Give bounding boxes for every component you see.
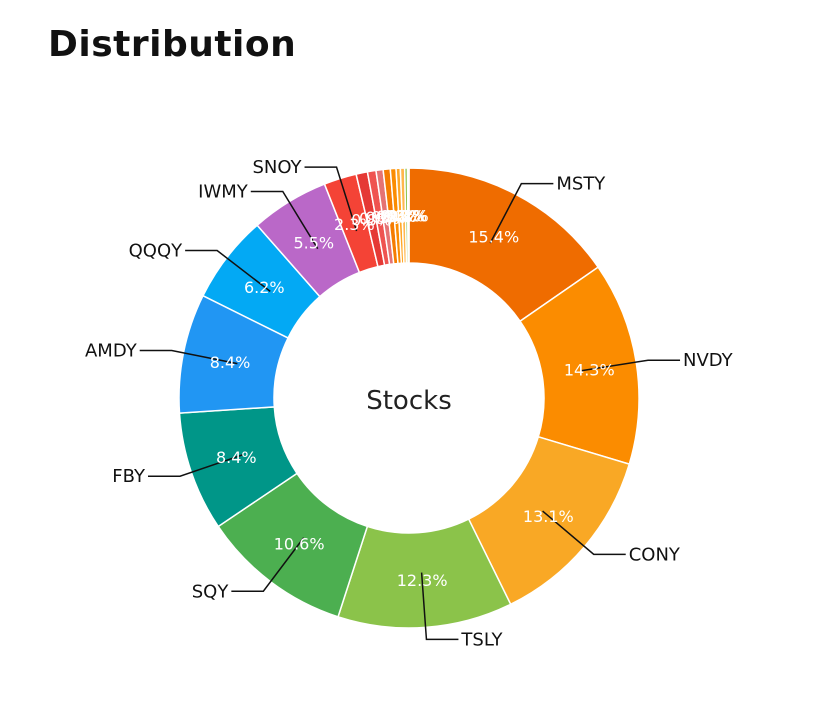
slice-name-tsly: TSLY <box>460 629 503 650</box>
leader-line-tsly <box>420 572 459 641</box>
slice-percent-small-11: 0.6% <box>359 209 400 228</box>
slice-name-nvdy: NVDY <box>683 350 734 371</box>
leader-line-nvdy <box>581 359 681 372</box>
slice-small-18[interactable] <box>406 167 410 264</box>
slice-percent-small-14: 0.4% <box>376 207 417 226</box>
slice-percent-msty: 15.4% <box>468 227 519 246</box>
leader-line-amdy <box>139 349 238 365</box>
slice-percent-tsly: 12.3% <box>397 571 448 590</box>
slice-name-cony: CONY <box>629 544 681 565</box>
leader-line-msty <box>489 182 554 244</box>
slice-percent-small-17: 0.2% <box>386 207 427 226</box>
slice-name-sqy: SQY <box>192 581 230 602</box>
leader-line-fby <box>147 453 244 477</box>
slice-percent-small-10: 0.8% <box>351 210 392 229</box>
slices-layer <box>178 167 640 629</box>
leader-line-snoy <box>304 166 358 232</box>
slice-percent-small-12: 0.5% <box>365 208 406 227</box>
leader-line-cony <box>542 510 626 556</box>
percent-labels-layer: 15.4% 14.3% 13.1% 12.3% 10.6% 8.4% 8.4% 6.2% 5.5… <box>210 207 615 591</box>
slice-percent-iwmy: 5.5% <box>293 233 334 252</box>
page-title: Distribution <box>48 24 297 65</box>
slice-name-amdy: AMDY <box>85 341 138 362</box>
slice-percent-small-13: 0.5% <box>371 207 412 226</box>
slice-name-snoy: SNOY <box>252 157 302 178</box>
leader-lines-layer <box>139 166 681 641</box>
slice-percent-small-18: 0.1% <box>388 207 429 226</box>
slice-percent-nvdy: 14.3% <box>564 361 615 380</box>
slice-name-fby: FBY <box>112 466 146 487</box>
slice-percent-sqy: 10.6% <box>274 535 325 554</box>
slice-name-iwmy: IWMY <box>198 182 249 203</box>
slice-percent-fby: 8.4% <box>216 448 257 467</box>
leader-line-iwmy <box>250 190 319 250</box>
slice-percent-amdy: 8.4% <box>210 353 251 372</box>
leader-line-qqqy <box>185 249 271 292</box>
slice-name-msty: MSTY <box>556 174 606 195</box>
slice-percent-small-16: 0.3% <box>384 207 425 226</box>
slice-percent-small-15: 0.3% <box>380 207 421 226</box>
slice-percent-snoy: 2.3% <box>334 215 375 234</box>
leader-line-sqy <box>231 537 305 593</box>
center-label: Stocks <box>366 386 452 416</box>
slice-percent-qqqy: 6.2% <box>244 278 285 297</box>
slice-name-qqqy: QQQY <box>129 241 184 262</box>
slice-percent-cony: 13.1% <box>523 507 574 526</box>
